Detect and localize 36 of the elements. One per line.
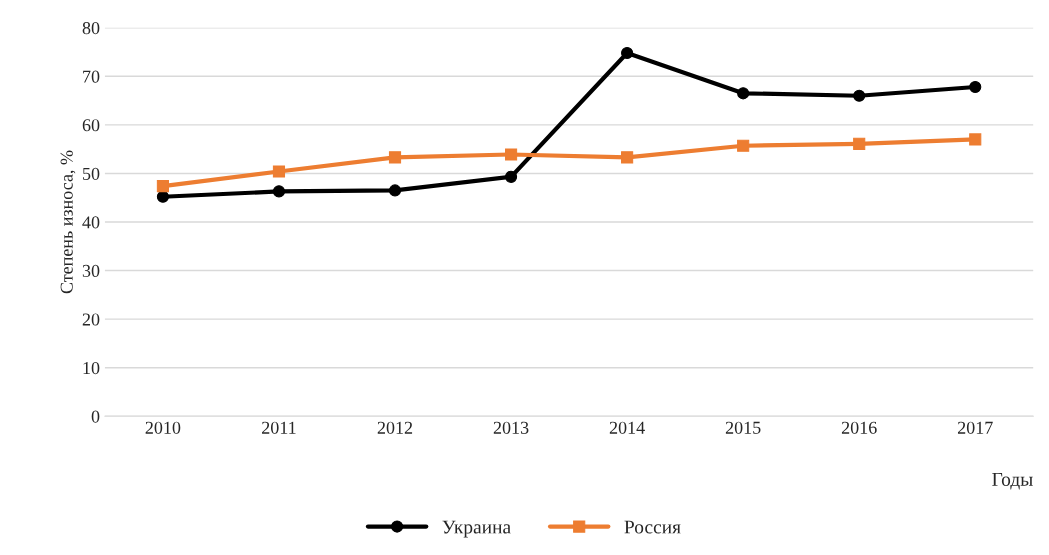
y-tick-label: 40: [82, 216, 100, 229]
legend-label: Россия: [624, 520, 681, 534]
point: [737, 87, 750, 100]
x-tick-label: 2010: [145, 421, 181, 434]
y-tick-label: 80: [82, 22, 100, 35]
y-tick-label: 70: [83, 70, 100, 83]
point: [504, 170, 518, 183]
x-tick-label: 2012: [377, 421, 413, 434]
legend-label: Украина: [442, 520, 511, 538]
point: [853, 89, 866, 102]
y-tick-label: 50: [83, 167, 100, 180]
point: [504, 148, 518, 161]
point: [737, 139, 750, 152]
point: [388, 184, 402, 197]
point: [388, 151, 402, 164]
point: [621, 46, 634, 60]
x-tick-label: 2014: [609, 421, 645, 434]
y-tick-label: 20: [82, 313, 100, 326]
x-tick-label: 2015: [725, 421, 761, 434]
point: [969, 80, 982, 94]
x-axis-title: Годы: [992, 472, 1033, 490]
y-tick-label: 60: [82, 119, 100, 132]
point: [272, 185, 286, 198]
point: [621, 151, 634, 164]
point: [156, 179, 169, 193]
y-tick-label: 10: [83, 361, 100, 375]
x-tick-label: 2013: [493, 421, 529, 434]
y-tick-label: 30: [82, 264, 100, 277]
x-tick-label: 2017: [957, 421, 993, 434]
y-tick-label: 0: [91, 410, 100, 423]
y-axis-title: Степень износа, %: [60, 150, 76, 294]
point: [969, 133, 982, 146]
point: [853, 137, 866, 150]
x-tick-label: 2011: [262, 421, 296, 434]
point: [272, 165, 286, 178]
x-tick-label: 2016: [841, 421, 877, 434]
